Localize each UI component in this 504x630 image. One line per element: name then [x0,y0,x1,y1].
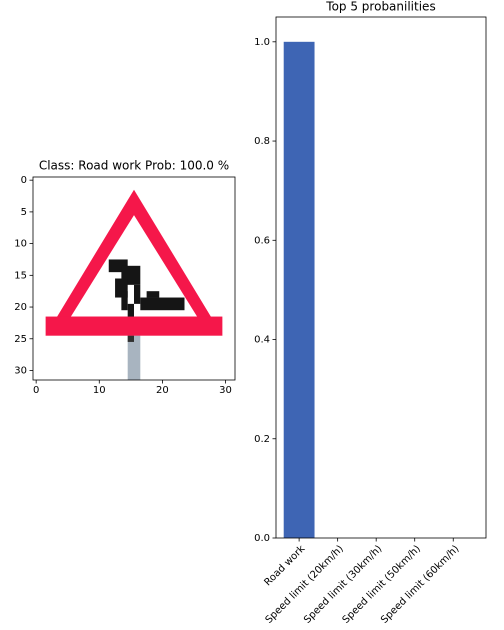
x-tick-label: 0 [33,385,39,396]
sign-base [45,316,223,336]
y-tick-label: 0 [21,175,27,186]
axes-title: Class: Road work Prob: 100.0 % [39,159,229,173]
image [45,189,223,380]
y-tick-label: 10 [14,239,27,250]
y-tick-label: 20 [14,302,27,313]
y-tick-label: 30 [14,365,27,376]
sign-post [127,335,141,380]
axes-frame [275,16,487,539]
y-tick-label: 0.8 [254,136,270,147]
next-figure-title: Top 5 probanilities [321,629,431,630]
sign-figure [134,284,141,304]
axes-frame [32,176,236,381]
y-tick-label: 0.2 [254,434,270,445]
sign-figure [140,297,185,311]
y-tick-label: 25 [14,334,27,345]
y-tick-label: 0.4 [254,335,270,346]
sign-figure [121,291,128,311]
y-tick-label: 1.0 [254,37,270,48]
axes-title: Top 5 probanilities [325,0,435,14]
y-tick-label: 0.6 [254,235,270,246]
bar [283,41,315,539]
x-tick-label: 30 [219,385,232,396]
y-tick-label: 5 [21,207,27,218]
sign-figure [146,291,160,298]
x-tick-label: 10 [93,385,106,396]
y-tick-label: 15 [14,270,27,281]
y-tick-label: 0.0 [254,533,270,544]
sign-post-top [127,335,134,342]
x-tick-label: 20 [156,385,169,396]
sign-figure [127,303,134,317]
